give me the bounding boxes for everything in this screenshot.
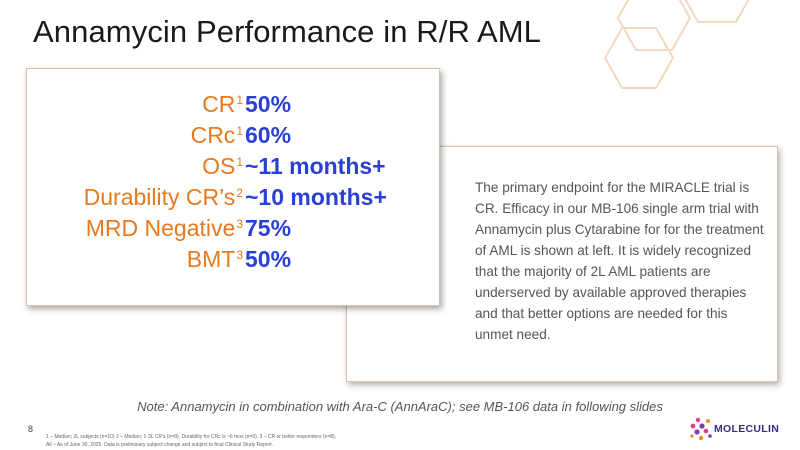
logo-dot — [695, 417, 701, 423]
logo-dot — [698, 435, 704, 441]
logo-dot — [690, 423, 696, 429]
hexagon-decoration — [603, 0, 750, 89]
metric-value: 75% — [245, 215, 292, 241]
page-number: 8 — [28, 424, 34, 434]
hexagon-shape-right — [684, 0, 750, 23]
molecule-logo-icon — [690, 417, 712, 441]
hexagon-shape-left — [616, 0, 692, 51]
note-text: Note: Annamycin in combination with Ara-… — [137, 399, 663, 414]
metric-row-mrd: MRD Negative3 75% — [27, 215, 439, 245]
description-box: The primary endpoint for the MIRACLE tri… — [346, 146, 778, 382]
hexagon-shape-center — [603, 27, 675, 89]
metric-value: 50% — [245, 91, 292, 117]
description-text: The primary endpoint for the MIRACLE tri… — [475, 180, 764, 342]
moleculin-logo: MOLECULIN — [688, 414, 792, 444]
metric-label: MRD Negative3 — [85, 215, 243, 241]
slide-title: Annamycin Performance in R/R AML — [33, 14, 542, 49]
metric-label: CRc1 — [190, 122, 243, 148]
metric-row-durability: Durability CR’s2 ~10 months+ — [27, 184, 439, 214]
logo-dot — [690, 434, 694, 438]
logo-dot — [699, 423, 705, 429]
metric-row-os: OS1 ~11 months+ — [27, 153, 439, 183]
logo-dot — [706, 419, 710, 423]
metric-value: 60% — [245, 122, 292, 148]
footnote-line: All – As of June 30, 2025. Data is preli… — [46, 442, 274, 448]
metric-label: CR1 — [202, 91, 243, 117]
logo-dot — [694, 429, 700, 435]
metric-value: 50% — [245, 246, 292, 272]
footnote-line: 1 – Median; 2L subjects (n=10) 2 – Media… — [46, 434, 337, 440]
metric-row-cr: CR1 50% — [27, 91, 439, 121]
metric-row-bmt: BMT3 50% — [27, 246, 439, 276]
metric-label: BMT3 — [186, 246, 243, 272]
logo-wordmark: MOLECULIN — [714, 423, 780, 435]
logo-dot — [703, 428, 709, 434]
metric-value: ~10 months+ — [245, 184, 387, 210]
metrics-box: CR1 50% CRc1 60% OS1 ~11 months+ Durabil… — [26, 68, 440, 306]
metric-value: ~11 months+ — [245, 153, 386, 179]
metric-label: OS1 — [202, 153, 243, 179]
footnote: 1 – Median; 2L subjects (n=10) 2 – Media… — [46, 433, 646, 449]
logo-dot — [708, 434, 712, 438]
metric-row-crc: CRc1 60% — [27, 122, 439, 152]
metric-label: Durability CR’s2 — [83, 184, 243, 210]
